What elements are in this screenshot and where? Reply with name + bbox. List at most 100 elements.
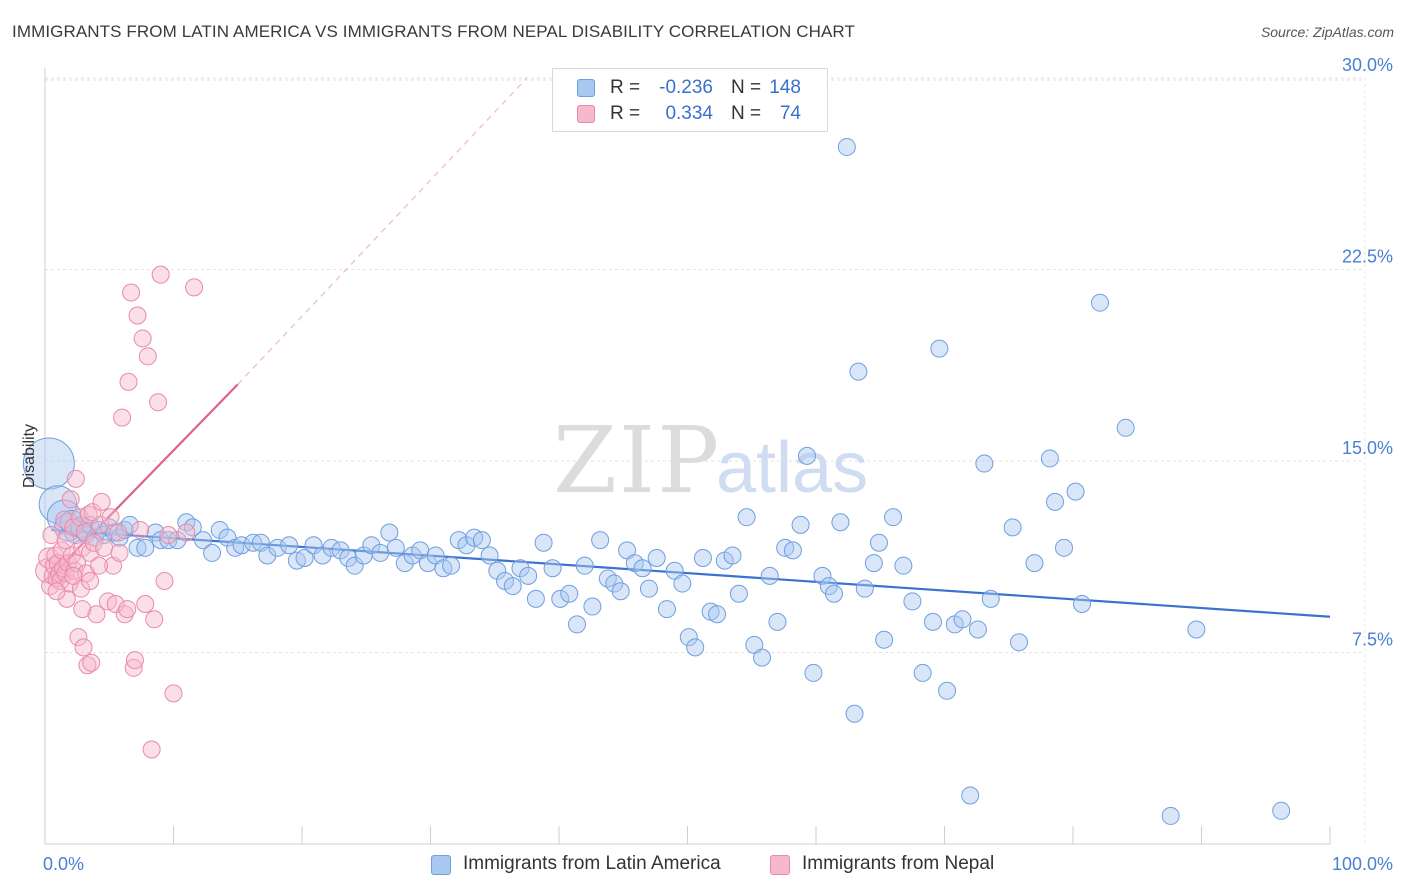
latin-america-point [511, 559, 530, 578]
latin-america-point [258, 546, 277, 565]
latin-america-point [605, 574, 624, 593]
nepal-trend-extension [237, 77, 528, 385]
latin-america-point [331, 541, 350, 560]
bottom-legend: Immigrants from Latin America Immigrants… [0, 852, 1406, 878]
nepal-point [118, 600, 137, 619]
latin-america-point [280, 536, 299, 555]
latin-america-point [1066, 482, 1085, 501]
nepal-point [124, 658, 143, 677]
latin-america-point [693, 549, 712, 568]
latin-america-point [1116, 418, 1135, 437]
y-tick-label: 30.0% [1342, 55, 1393, 75]
nepal-point [84, 533, 103, 552]
nepal-point [61, 490, 80, 509]
latin-america-point [831, 513, 850, 532]
latin-america-point [1090, 293, 1109, 312]
latin-america-point [339, 549, 358, 568]
latin-america-point [981, 589, 1000, 608]
bottom-legend-swatch-latin-america [431, 855, 451, 875]
nepal-point [115, 605, 134, 624]
latin-america-point [128, 538, 147, 557]
watermark: ZIP atlas [553, 407, 868, 514]
nepal-point [64, 566, 83, 585]
legend-swatch-nepal [577, 105, 595, 123]
latin-america-point [673, 574, 692, 593]
nepal-point [42, 526, 61, 545]
latin-america-point [639, 579, 658, 598]
legend-r-value: 0.334 [665, 103, 713, 124]
latin-america-point [1046, 492, 1065, 511]
latin-america-point [218, 528, 237, 547]
nepal-point [95, 538, 114, 557]
latin-america-point [864, 554, 883, 573]
latin-america-point [923, 612, 942, 631]
latin-america-point [136, 538, 155, 557]
y-tick-label: 7.5% [1352, 630, 1393, 650]
legend-swatch-latin-america [577, 79, 595, 97]
latin-america-point [913, 663, 932, 682]
nepal-point [177, 523, 196, 542]
latin-america-point [371, 543, 390, 562]
latin-america-point [1040, 449, 1059, 468]
latin-america-point [386, 538, 405, 557]
latin-america-point [567, 615, 586, 634]
nepal-point [122, 283, 141, 302]
latin-america-point [551, 589, 570, 608]
latin-america-point [903, 592, 922, 611]
latin-america-point [1055, 538, 1074, 557]
latin-america-point [1025, 554, 1044, 573]
trend-layer [48, 77, 1331, 618]
latin-america-point [938, 681, 957, 700]
nepal-point [185, 278, 204, 297]
latin-america-point [503, 577, 522, 596]
nepal-trend-line [48, 383, 239, 580]
latin-america-point [203, 543, 222, 562]
nepal-point [87, 605, 106, 624]
latin-america-point [760, 566, 779, 585]
latin-america-point [583, 597, 602, 616]
latin-america-point [295, 549, 314, 568]
legend-box: R = -0.236 N = 148 R = 0.334 N = 74 [552, 68, 828, 132]
nepal-point [47, 582, 66, 601]
latin-america-point [894, 556, 913, 575]
latin-america-point [930, 339, 949, 358]
bottom-legend-label: Immigrants from Latin America [463, 853, 721, 874]
nepal-point [83, 503, 102, 522]
y-tick-label: 15.0% [1342, 438, 1393, 458]
legend-r-label: R = [610, 103, 641, 124]
nepal-point [56, 531, 75, 550]
nepal-point [164, 684, 183, 703]
latin-america-point [480, 546, 499, 565]
latin-america-point [611, 582, 630, 601]
nepal-point [92, 492, 111, 511]
latin-america-point [723, 546, 742, 565]
nepal-point [109, 523, 128, 542]
latin-america-point [953, 610, 972, 629]
nepal-point [69, 628, 88, 647]
latin-america-point [194, 531, 213, 550]
latin-america-trend-line [51, 528, 1331, 618]
latin-america-point [875, 630, 894, 649]
legend-r-value: -0.236 [659, 77, 713, 98]
bottom-legend-swatch-nepal [770, 855, 790, 875]
latin-america-point [768, 612, 787, 631]
legend-row-nepal: R = 0.334 N = 74 [553, 101, 827, 127]
latin-america-point [591, 531, 610, 550]
latin-america-point [395, 554, 414, 573]
nepal-point [125, 651, 144, 670]
legend-n-label: N = [731, 103, 762, 124]
latin-america-point [22, 437, 75, 490]
latin-america-point [1003, 518, 1022, 537]
latin-america-point [380, 523, 399, 542]
latin-america-point [304, 536, 323, 555]
nepal-point [89, 556, 108, 575]
latin-america-point [543, 559, 562, 578]
latin-america-point [737, 508, 756, 527]
nepal-point [136, 594, 155, 613]
legend-row-latin-america: R = -0.236 N = 148 [553, 75, 827, 101]
latin-america-point [968, 620, 987, 639]
latin-america-point [1161, 806, 1180, 825]
latin-america-point [708, 605, 727, 624]
chart-source: Source: ZipAtlas.com [1260, 24, 1394, 40]
